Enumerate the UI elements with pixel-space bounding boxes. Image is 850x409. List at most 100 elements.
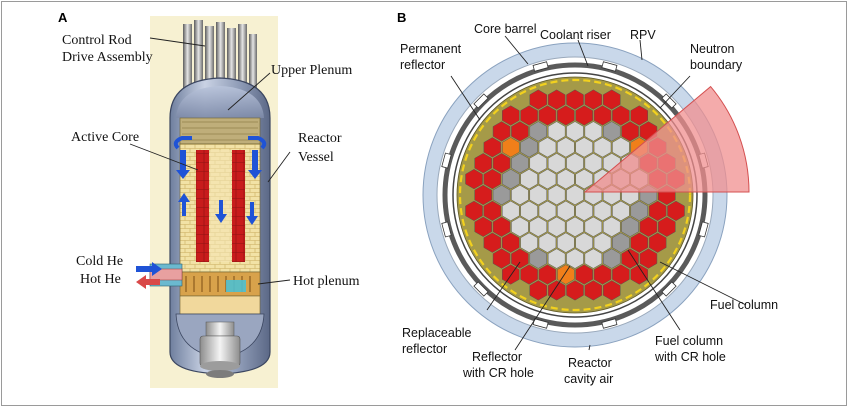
active-core-right <box>232 150 245 262</box>
coolant-riser-channel <box>661 281 677 297</box>
hex-column <box>621 216 639 237</box>
hex-column <box>465 169 483 190</box>
hex-column <box>483 137 502 158</box>
hex-column <box>584 280 603 301</box>
hex-column <box>502 169 520 190</box>
hex-column <box>547 121 566 142</box>
hex-column <box>483 169 502 190</box>
label-cavity-line2: cavity air <box>564 372 613 386</box>
label-reactor-line1: Reactor <box>298 131 342 146</box>
hex-column <box>538 264 557 285</box>
coolant-riser-channel <box>441 221 452 238</box>
hex-column <box>566 184 584 206</box>
hex-column <box>566 153 584 174</box>
hex-column <box>529 280 548 301</box>
symmetry-sector <box>583 85 750 193</box>
hex-column <box>584 153 603 174</box>
hex-column <box>502 137 520 158</box>
label-fuel-column: Fuel column <box>710 298 778 312</box>
hex-column <box>612 264 630 285</box>
hex-column <box>520 137 538 158</box>
hex-column <box>529 121 548 142</box>
hex-column <box>566 216 584 237</box>
hex-column <box>557 137 575 158</box>
hex-column <box>492 248 511 269</box>
hex-column <box>547 216 566 237</box>
label-active-core: Active Core <box>71 130 139 145</box>
hex-column <box>557 200 575 221</box>
label-cold-he: Cold He <box>76 254 123 269</box>
hex-column <box>575 105 593 126</box>
coolant-riser-channel <box>532 61 549 72</box>
hex-column <box>593 200 612 221</box>
hex-column <box>639 248 658 269</box>
hex-column <box>511 121 529 142</box>
label-refl-cr-line2: with CR hole <box>462 366 534 380</box>
hex-column <box>639 216 658 237</box>
label-rpv: RPV <box>630 28 656 42</box>
coolant-riser-channel <box>661 93 677 109</box>
hex-column <box>612 200 630 221</box>
hex-column <box>630 232 648 253</box>
panel-a-letter: A <box>58 10 68 25</box>
hex-column <box>584 89 603 110</box>
label-hot-he: Hot He <box>80 272 121 287</box>
hex-column <box>547 248 566 269</box>
label-crda-line1: Control Rod <box>62 33 132 48</box>
hex-column <box>538 169 557 190</box>
hex-column <box>612 137 630 158</box>
hex-column <box>492 216 511 237</box>
hex-column <box>538 137 557 158</box>
hex-column <box>547 153 566 174</box>
neutron-boundary <box>458 78 692 312</box>
hex-column <box>547 184 566 206</box>
coolant-riser-channel <box>441 152 452 169</box>
hex-column <box>593 264 612 285</box>
hex-column <box>492 153 511 174</box>
coolant-riser-channel <box>698 221 709 238</box>
hex-column <box>474 153 492 174</box>
hex-column <box>612 105 630 126</box>
hex-column <box>584 121 603 142</box>
hex-column <box>547 89 566 110</box>
coolant-riser-channel <box>601 318 618 329</box>
rpv-wall <box>442 62 708 328</box>
hex-column <box>511 248 529 269</box>
hex-column <box>621 121 639 142</box>
label-upper-plenum: Upper Plenum <box>271 63 352 78</box>
reactor-cutaway: Control Rod Drive Assembly Upper Plenum … <box>62 16 360 388</box>
cold-he-arrow <box>136 262 162 276</box>
hex-column <box>602 121 621 142</box>
panel-a-leader-lines <box>129 37 291 285</box>
hex-column <box>630 264 648 285</box>
hex-column <box>621 248 639 269</box>
hex-column <box>557 232 575 253</box>
flow-arrows <box>173 136 267 225</box>
label-permanent-line2: reflector <box>400 58 445 72</box>
hex-column <box>492 184 511 206</box>
label-replaceable-line2: reflector <box>402 342 447 356</box>
hex-column <box>593 232 612 253</box>
hex-column <box>566 121 584 142</box>
hex-column <box>575 200 593 221</box>
hex-column <box>566 89 584 110</box>
coolant-riser-channel <box>473 281 489 297</box>
active-core-left <box>196 150 209 262</box>
hex-column <box>511 216 529 237</box>
hex-column <box>602 280 621 301</box>
hex-column <box>547 280 566 301</box>
hex-column <box>483 200 502 221</box>
label-coolant-riser: Coolant riser <box>540 28 611 42</box>
hex-column <box>575 264 593 285</box>
hex-column <box>529 248 548 269</box>
hex-column <box>538 200 557 221</box>
label-hot-plenum: Hot plenum <box>293 274 360 289</box>
hex-column <box>602 248 621 269</box>
core-cross-section: Core barrel Coolant riser RPV Permanent … <box>400 22 778 386</box>
hex-column <box>492 121 511 142</box>
panel-b-letter: B <box>397 10 407 25</box>
hex-column <box>593 137 612 158</box>
label-replaceable-line1: Replaceable <box>402 326 472 340</box>
upper-plenum <box>179 117 261 145</box>
